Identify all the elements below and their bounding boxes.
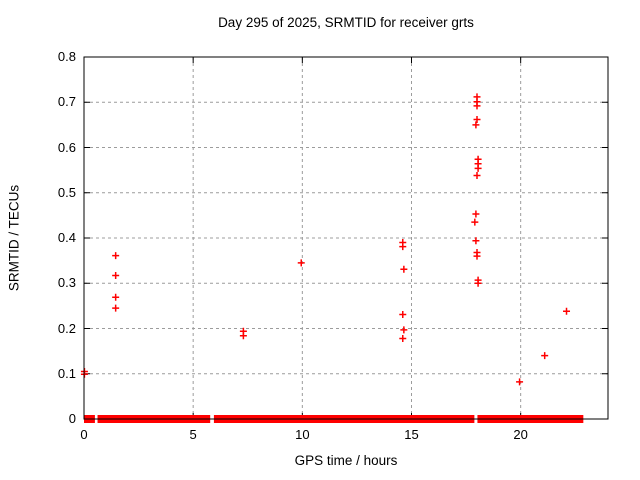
data-point-marker — [297, 259, 305, 267]
data-point-marker — [239, 332, 247, 340]
data-point-marker — [112, 252, 120, 260]
data-point-marker — [563, 307, 571, 315]
y-tick-label: 0.5 — [57, 184, 76, 200]
y-tick-label: 0.1 — [57, 365, 76, 381]
data-point-marker — [474, 164, 482, 172]
data-point-marker — [400, 265, 408, 273]
data-point-marker — [112, 293, 120, 301]
data-point-marker — [472, 237, 480, 245]
data-point-marker — [112, 304, 120, 312]
data-point-marker — [472, 121, 480, 129]
y-tick-label: 0.2 — [57, 320, 76, 336]
data-point-marker — [473, 252, 481, 260]
x-tick-label: 10 — [295, 427, 310, 442]
data-point-marker — [473, 102, 481, 110]
x-axis-label: GPS time / hours — [294, 453, 398, 468]
data-point-marker — [472, 210, 480, 218]
data-point-marker — [399, 243, 407, 251]
data-point-marker — [399, 334, 407, 342]
data-point-marker — [473, 115, 481, 123]
data-point-marker — [516, 378, 524, 386]
data-point-marker — [399, 310, 407, 318]
plot-border — [83, 56, 609, 420]
data-point-marker — [400, 326, 408, 334]
data-point-marker — [474, 279, 482, 287]
data-point-marker — [112, 272, 120, 280]
data-point-marker — [473, 172, 481, 180]
x-tick-label: 0 — [80, 427, 88, 442]
y-tick-label: 0 — [68, 411, 76, 426]
x-tick-label: 20 — [513, 427, 528, 442]
y-tick-label: 0.4 — [57, 230, 76, 245]
y-tick-label: 0.3 — [57, 275, 76, 291]
chart-title: Day 295 of 2025, SRMTID for receiver grt… — [218, 15, 474, 30]
data-point-marker — [541, 352, 549, 360]
y-tick-label: 0.7 — [57, 94, 76, 110]
data-point-marker — [471, 218, 479, 226]
y-tick-label: 0.8 — [57, 49, 76, 64]
y-tick-label: 0.6 — [57, 139, 76, 155]
x-tick-label: 15 — [404, 427, 419, 442]
x-tick-label: 5 — [189, 427, 197, 442]
